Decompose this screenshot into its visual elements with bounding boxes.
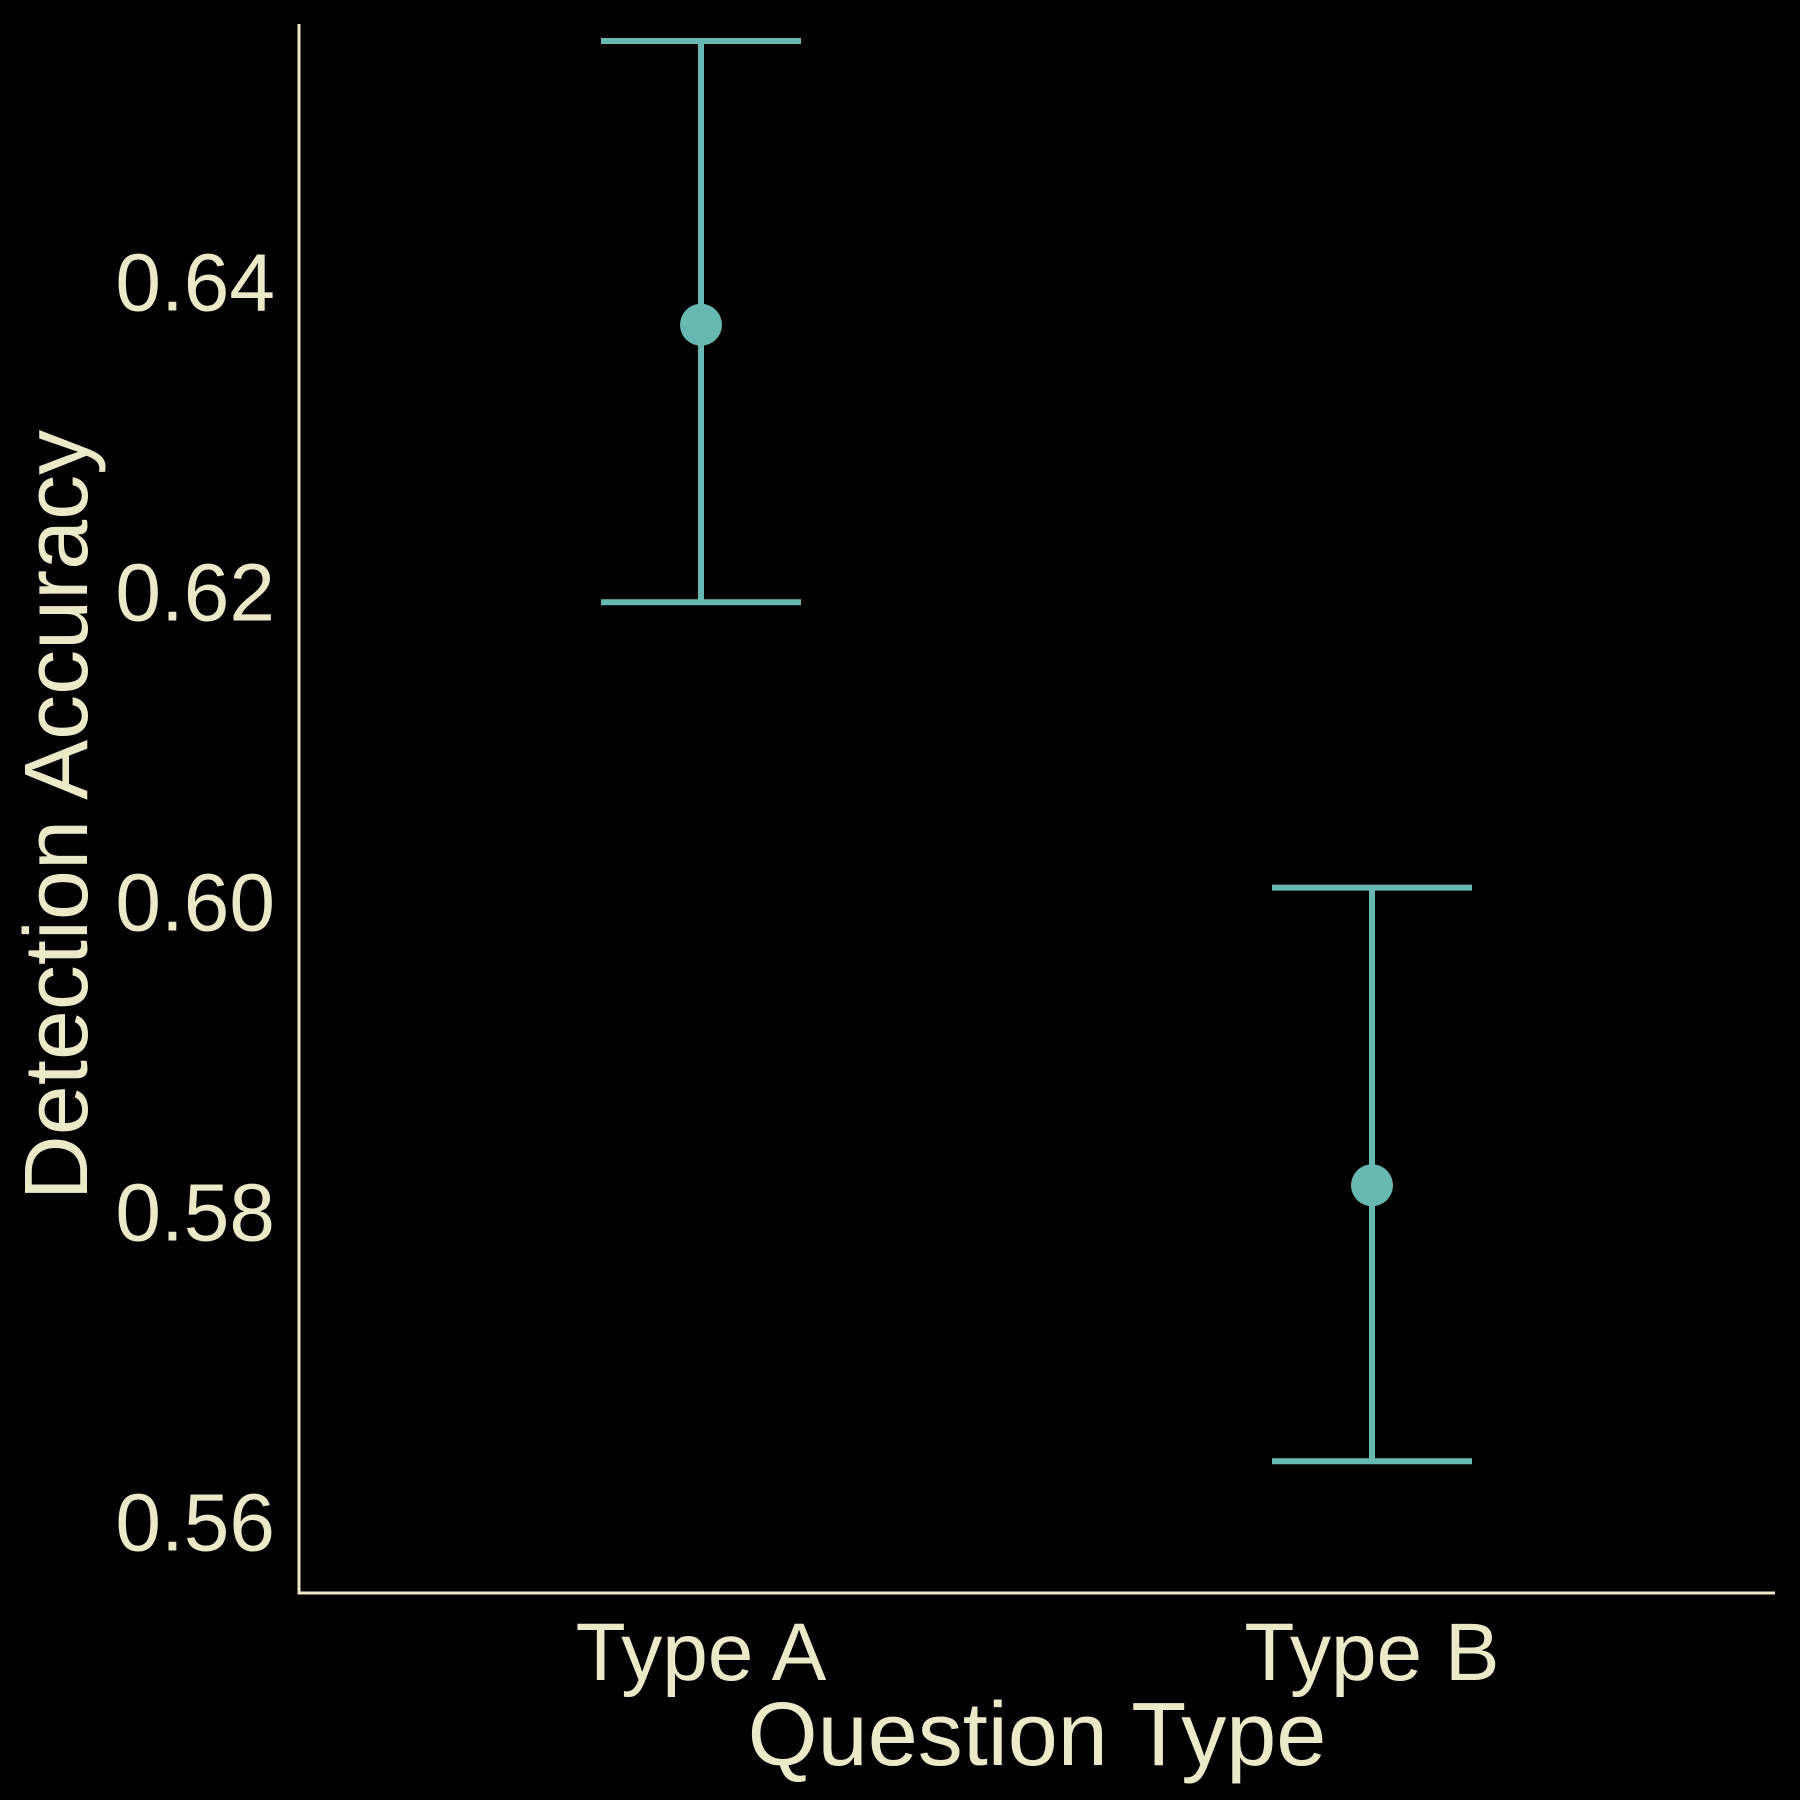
x-tick-label: Type B bbox=[1244, 1607, 1499, 1698]
plot-marks bbox=[601, 38, 1472, 1465]
x-axis-title: Question Type bbox=[748, 1685, 1327, 1785]
data-point-1 bbox=[680, 303, 722, 346]
y-tick-label: 0.60 bbox=[115, 858, 275, 949]
data-point-2 bbox=[1351, 1164, 1393, 1207]
y-tick-labels: 0.56 0.58 0.60 0.62 0.64 bbox=[115, 237, 275, 1568]
y-axis-title: Detection Accuracy bbox=[7, 430, 107, 1200]
y-tick-label: 0.58 bbox=[115, 1168, 275, 1259]
y-tick-label: 0.62 bbox=[115, 547, 275, 638]
y-tick-label: 0.56 bbox=[115, 1478, 275, 1569]
axes bbox=[297, 24, 1775, 1595]
x-tick-labels: Type A Type B bbox=[576, 1607, 1500, 1698]
y-tick-label: 0.64 bbox=[115, 237, 275, 328]
x-tick-label: Type A bbox=[576, 1607, 827, 1698]
